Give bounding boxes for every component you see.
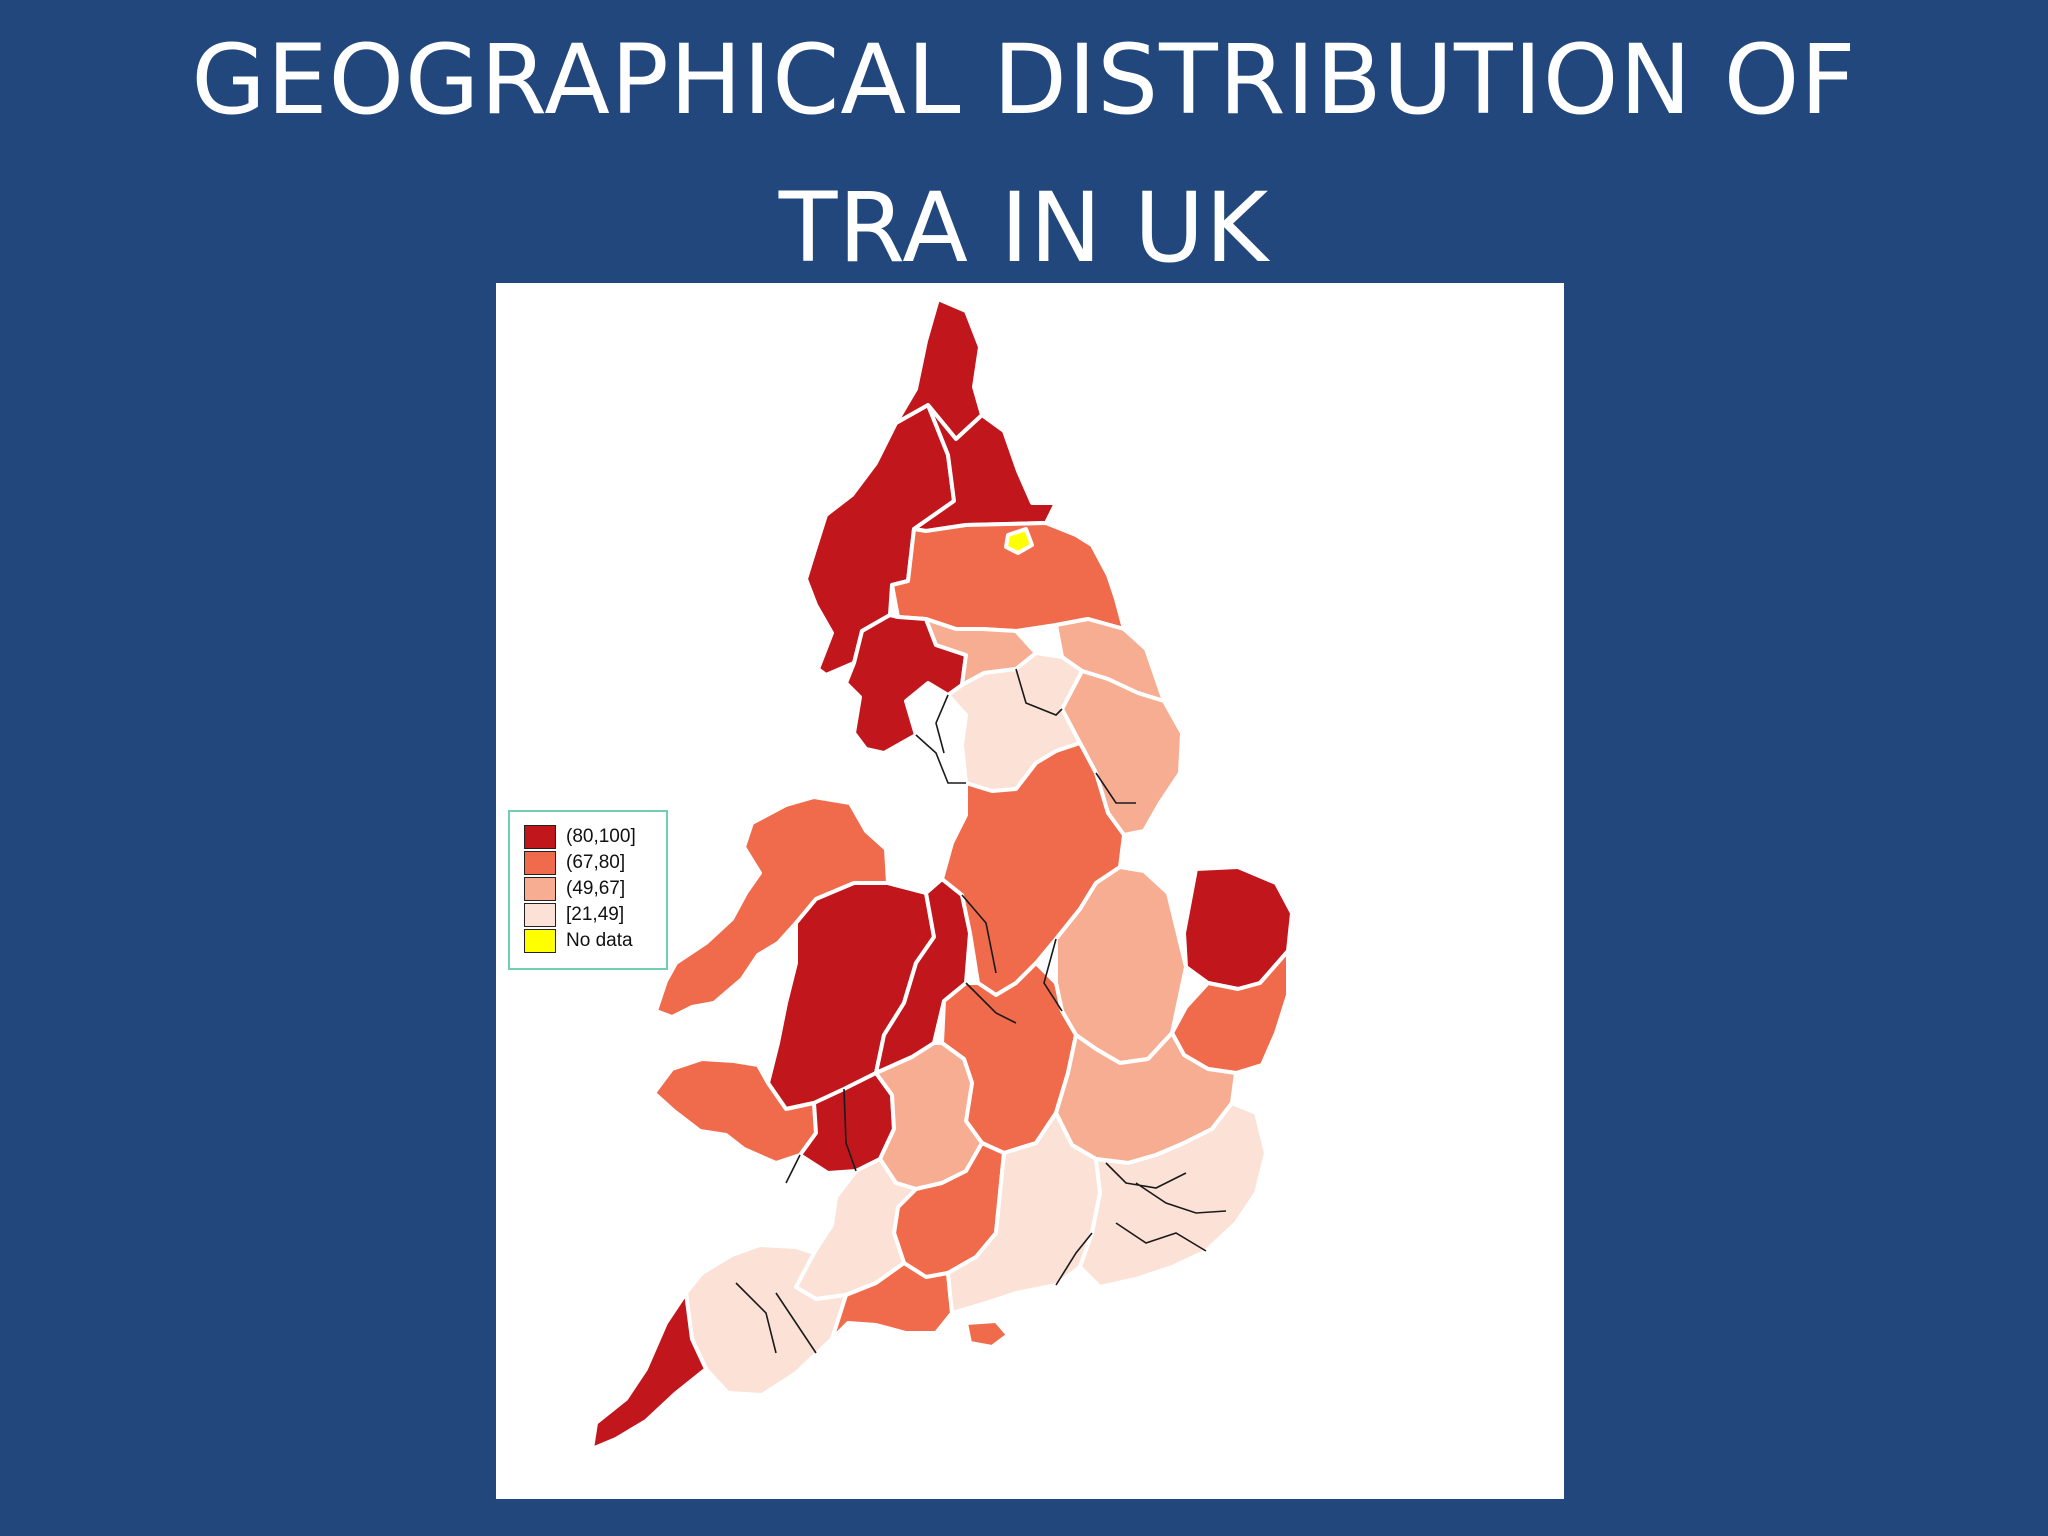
legend-label: [21,49] bbox=[566, 904, 625, 925]
district-boundary bbox=[775, 1292, 817, 1354]
region-isle-of-wight bbox=[964, 1319, 1010, 1349]
district-boundary bbox=[1015, 668, 1063, 716]
title-line-1: GEOGRAPHICAL DISTRIBUTION OF bbox=[191, 24, 1857, 136]
region-dorset bbox=[830, 1261, 954, 1341]
district-boundary bbox=[965, 982, 1017, 1024]
legend-label: (49,67] bbox=[566, 878, 626, 899]
district-boundary bbox=[843, 1088, 857, 1172]
legend-swatch bbox=[524, 929, 556, 953]
legend-item-49-67: (49,67] bbox=[524, 876, 666, 902]
district-boundary bbox=[915, 734, 966, 784]
district-boundary bbox=[1055, 1232, 1093, 1286]
district-boundary bbox=[935, 694, 949, 754]
region-teesside bbox=[1004, 527, 1034, 555]
district-boundary bbox=[961, 894, 997, 974]
legend-item-no-data: No data bbox=[524, 928, 666, 954]
district-boundary bbox=[1105, 1162, 1187, 1189]
district-boundary bbox=[1095, 772, 1136, 804]
district-boundary bbox=[1135, 1182, 1227, 1214]
england-wales-map bbox=[590, 297, 1294, 1451]
legend-swatch bbox=[524, 851, 556, 875]
district-boundary bbox=[1043, 938, 1063, 1012]
district-boundary bbox=[785, 1154, 801, 1184]
legend-label: No data bbox=[566, 930, 633, 951]
legend-item-80-100: (80,100] bbox=[524, 824, 666, 850]
map-panel: (80,100] (67,80] (49,67] [21,49] No data bbox=[496, 283, 1564, 1499]
district-boundary bbox=[1115, 1222, 1207, 1252]
region-kent-and-sussex bbox=[1078, 1101, 1268, 1289]
legend-item-21-49: [21,49] bbox=[524, 902, 666, 928]
legend-label: (67,80] bbox=[566, 852, 626, 873]
map-legend: (80,100] (67,80] (49,67] [21,49] No data bbox=[508, 810, 668, 970]
region-north-wales bbox=[654, 795, 890, 1019]
region-durham bbox=[912, 403, 1058, 533]
title-line-2: TRA IN UK bbox=[778, 172, 1270, 284]
slide-title: GEOGRAPHICAL DISTRIBUTION OF TRA IN UK bbox=[0, 6, 2048, 302]
legend-label: (80,100] bbox=[566, 826, 636, 847]
legend-swatch bbox=[524, 903, 556, 927]
legend-swatch bbox=[524, 825, 556, 849]
legend-swatch bbox=[524, 877, 556, 901]
legend-item-67-80: (67,80] bbox=[524, 850, 666, 876]
district-boundary bbox=[735, 1282, 777, 1354]
region-cornwall bbox=[590, 1291, 708, 1451]
